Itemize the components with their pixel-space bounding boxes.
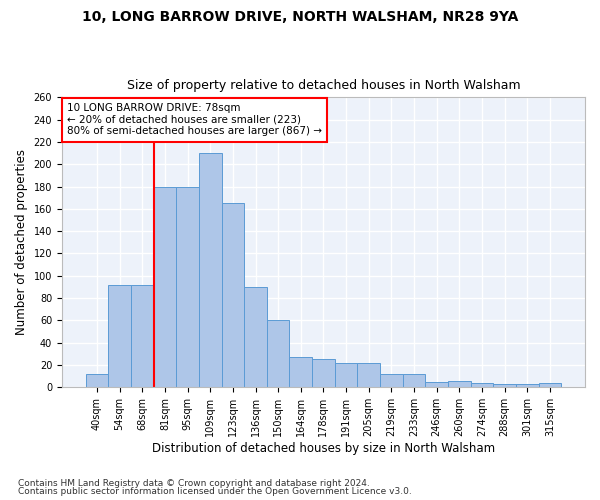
Bar	[493, 384, 516, 388]
Text: Contains public sector information licensed under the Open Government Licence v3: Contains public sector information licen…	[18, 487, 412, 496]
Bar	[312, 360, 335, 388]
Bar	[335, 363, 358, 388]
Bar	[380, 374, 403, 388]
Bar	[199, 153, 221, 388]
Y-axis label: Number of detached properties: Number of detached properties	[15, 150, 28, 336]
Bar	[176, 186, 199, 388]
X-axis label: Distribution of detached houses by size in North Walsham: Distribution of detached houses by size …	[152, 442, 495, 455]
Bar	[425, 382, 448, 388]
Bar	[403, 374, 425, 388]
Bar	[516, 384, 539, 388]
Text: 10 LONG BARROW DRIVE: 78sqm
← 20% of detached houses are smaller (223)
80% of se: 10 LONG BARROW DRIVE: 78sqm ← 20% of det…	[67, 103, 322, 136]
Bar	[244, 287, 267, 388]
Bar	[86, 374, 109, 388]
Bar	[470, 383, 493, 388]
Bar	[289, 357, 312, 388]
Text: 10, LONG BARROW DRIVE, NORTH WALSHAM, NR28 9YA: 10, LONG BARROW DRIVE, NORTH WALSHAM, NR…	[82, 10, 518, 24]
Bar	[131, 284, 154, 388]
Bar	[539, 383, 561, 388]
Bar	[109, 284, 131, 388]
Bar	[221, 204, 244, 388]
Title: Size of property relative to detached houses in North Walsham: Size of property relative to detached ho…	[127, 79, 520, 92]
Bar	[154, 186, 176, 388]
Text: Contains HM Land Registry data © Crown copyright and database right 2024.: Contains HM Land Registry data © Crown c…	[18, 478, 370, 488]
Bar	[358, 363, 380, 388]
Bar	[267, 320, 289, 388]
Bar	[448, 380, 470, 388]
